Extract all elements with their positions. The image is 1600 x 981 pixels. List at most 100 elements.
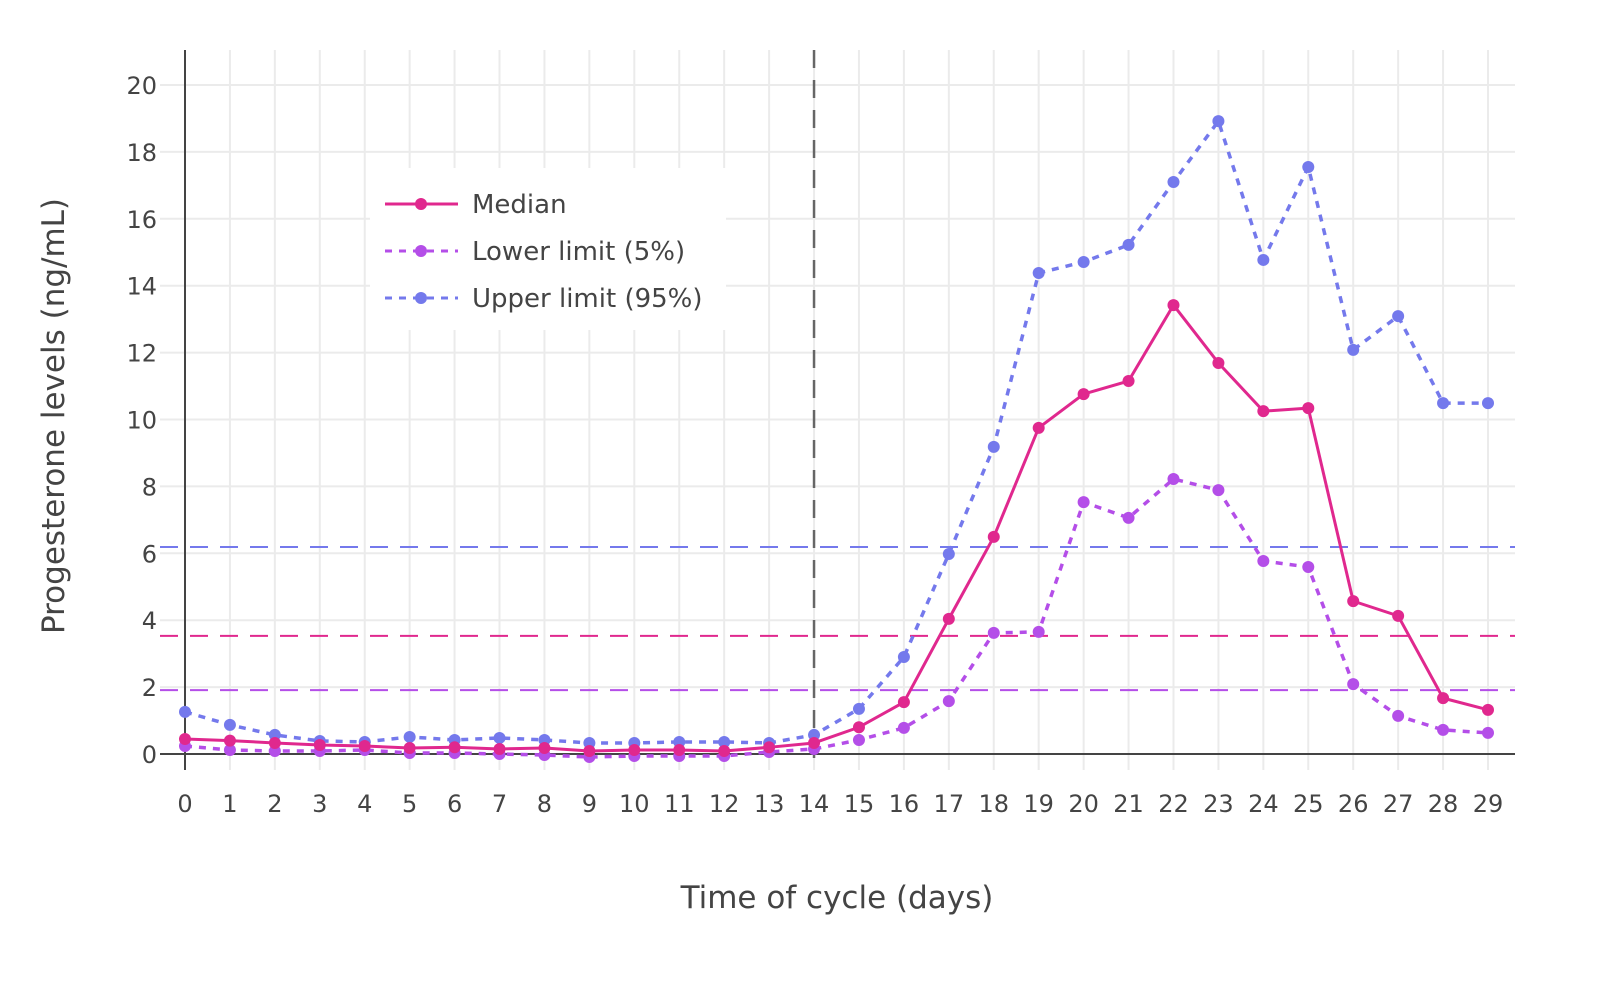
x-tick-label: 19 <box>1023 790 1054 818</box>
x-tick-label: 20 <box>1068 790 1099 818</box>
data-point <box>763 741 776 754</box>
data-point <box>223 743 236 756</box>
data-point <box>1032 266 1045 279</box>
x-tick-label: 14 <box>799 790 830 818</box>
y-tick-label: 10 <box>126 407 157 435</box>
series-group <box>179 115 1494 764</box>
data-point <box>448 741 461 754</box>
data-point <box>538 741 551 754</box>
data-point <box>1482 703 1494 716</box>
data-point <box>313 738 326 751</box>
x-tick-label: 6 <box>447 790 462 818</box>
data-point <box>1212 115 1225 128</box>
data-point <box>897 721 910 734</box>
x-tick-label: 1 <box>222 790 237 818</box>
data-point <box>583 744 596 757</box>
x-tick-label: 7 <box>492 790 507 818</box>
data-point <box>403 730 416 743</box>
data-point <box>179 705 191 718</box>
data-point <box>1032 421 1045 434</box>
y-tick-label: 12 <box>126 340 157 368</box>
data-point <box>1077 388 1090 401</box>
data-point <box>1077 255 1090 268</box>
x-tick-label: 16 <box>889 790 920 818</box>
data-point <box>1212 484 1225 497</box>
data-point <box>1392 709 1405 722</box>
data-point <box>987 626 1000 639</box>
series-lower-limit-5 <box>179 473 1494 764</box>
series-line <box>184 303 1489 753</box>
data-point <box>1347 678 1360 691</box>
data-point <box>718 744 731 757</box>
x-tick-label: 11 <box>664 790 695 818</box>
x-tick-label: 3 <box>312 790 327 818</box>
data-point <box>1437 692 1450 705</box>
data-point <box>1302 160 1315 173</box>
data-point <box>1437 397 1450 410</box>
legend: Median Lower limit (5%) Upper limit (95%) <box>370 168 726 330</box>
data-point <box>1122 511 1135 524</box>
data-point <box>718 735 731 748</box>
x-tick-label: 10 <box>619 790 650 818</box>
data-point <box>358 739 371 752</box>
data-point <box>1077 496 1090 509</box>
series-median <box>179 299 1494 757</box>
x-tick-label: 18 <box>978 790 1009 818</box>
data-point <box>493 731 506 744</box>
data-point <box>1122 238 1135 251</box>
data-point <box>223 734 236 747</box>
x-tick-label: 22 <box>1158 790 1189 818</box>
x-tick-label: 17 <box>934 790 965 818</box>
data-point <box>1167 299 1180 312</box>
x-tick-label: 5 <box>402 790 417 818</box>
x-tick-label: 2 <box>267 790 282 818</box>
y-tick-label: 8 <box>142 473 157 501</box>
x-tick-label: 26 <box>1338 790 1369 818</box>
data-point <box>628 743 641 756</box>
data-point <box>1482 726 1494 739</box>
data-point <box>942 612 955 625</box>
legend-background <box>370 168 726 330</box>
x-tick-label: 25 <box>1293 790 1324 818</box>
x-tick-label: 23 <box>1203 790 1234 818</box>
data-point <box>1437 723 1450 736</box>
x-tick-label: 0 <box>177 790 192 818</box>
x-tick-label: 28 <box>1428 790 1459 818</box>
legend-label: Lower limit (5%) <box>472 237 685 267</box>
x-tick-label: 15 <box>844 790 875 818</box>
data-point <box>852 721 865 734</box>
x-tick-label: 29 <box>1473 790 1504 818</box>
data-point <box>673 743 686 756</box>
y-tick-label: 6 <box>142 540 157 568</box>
x-tick-label: 27 <box>1383 790 1414 818</box>
data-point <box>1482 397 1494 410</box>
tick-labels: 0 1 2 3 4 5 6 7 8 9 10 11 12 13 14 15 16 17 18 19 20 21 22 23 24… <box>126 72 1503 818</box>
y-tick-label: 2 <box>142 674 157 702</box>
legend-marker <box>415 245 427 257</box>
data-point <box>403 741 416 754</box>
data-point <box>1392 609 1405 622</box>
x-tick-label: 4 <box>357 790 372 818</box>
x-tick-label: 8 <box>537 790 552 818</box>
x-tick-label: 24 <box>1248 790 1279 818</box>
data-point <box>179 732 191 745</box>
x-tick-label: 21 <box>1113 790 1144 818</box>
y-tick-label: 20 <box>126 72 157 100</box>
x-tick-label: 12 <box>709 790 740 818</box>
data-point <box>897 696 910 709</box>
data-point <box>852 733 865 746</box>
legend-marker <box>415 198 427 210</box>
y-tick-label: 18 <box>126 139 157 167</box>
data-point <box>852 702 865 715</box>
data-point <box>897 650 910 663</box>
y-tick-label: 0 <box>142 741 157 769</box>
data-point <box>1257 253 1270 266</box>
data-point <box>1257 405 1270 418</box>
y-tick-label: 4 <box>142 607 157 635</box>
data-point <box>942 695 955 708</box>
legend-marker <box>415 292 427 304</box>
x-tick-label: 13 <box>754 790 785 818</box>
series-line <box>184 119 1488 745</box>
data-point <box>808 736 821 749</box>
